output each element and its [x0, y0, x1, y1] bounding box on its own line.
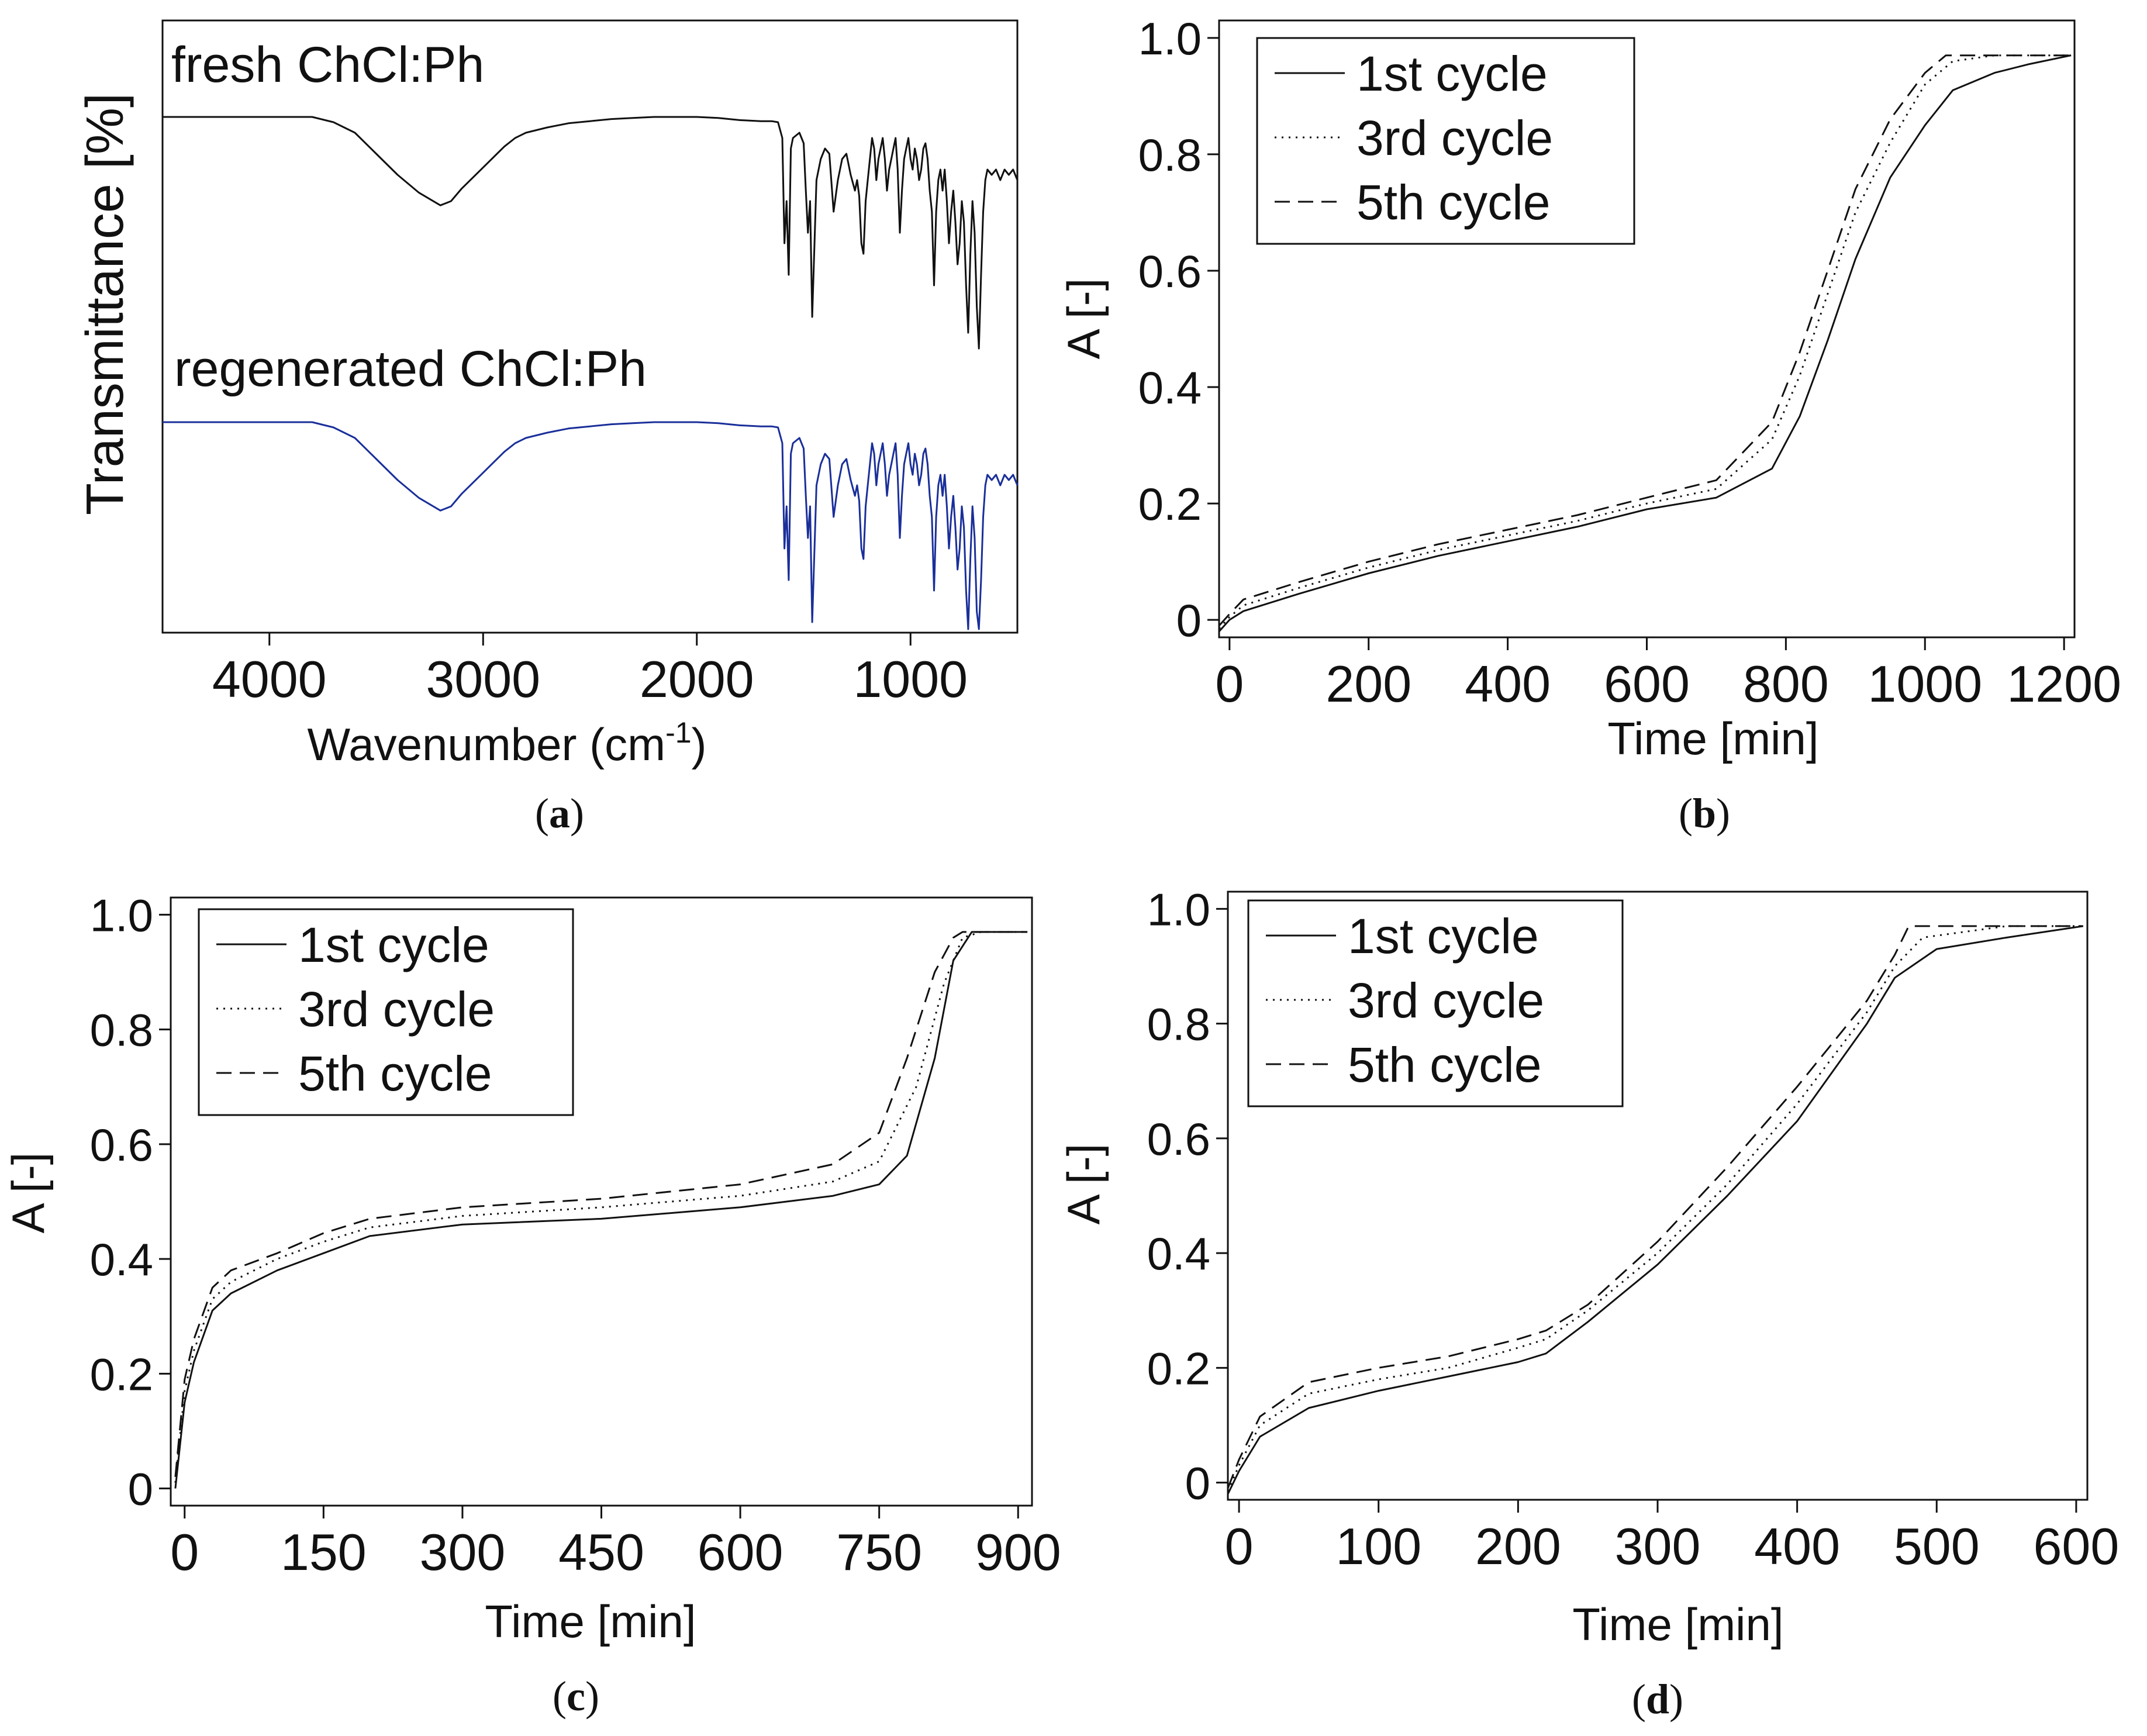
series-label-regenerated: regenerated ChCl:Ph	[174, 341, 647, 397]
x-tick-label: 900	[975, 1523, 1061, 1581]
panel-c-caption: (c)	[553, 1673, 599, 1720]
x-tick-label: 600	[698, 1523, 783, 1581]
legend-label: 5th cycle	[1356, 175, 1551, 230]
panel-a-ylabel: Transmittance [%]	[76, 93, 134, 515]
series-line-5th-cycle	[1227, 925, 2083, 1489]
x-tick-label: 200	[1475, 1517, 1561, 1575]
legend-label: 3rd cycle	[1348, 973, 1544, 1028]
series-label-fresh: fresh ChCl:Ph	[171, 37, 484, 93]
panel-a-xlabel-superscript: -1	[665, 716, 691, 749]
legend-label: 1st cycle	[1348, 909, 1539, 964]
series-line-1st-cycle	[1227, 925, 2084, 1495]
x-tick-label: 0	[1225, 1517, 1254, 1575]
x-tick-label: 0	[170, 1523, 199, 1581]
legend-label: 5th cycle	[1348, 1037, 1542, 1092]
x-tick-label: 800	[1743, 655, 1829, 713]
panel-c: A [-] Time [min] (c) 0 150 300 450 600 750 900…	[2, 889, 1061, 1720]
y-tick-label: 0.6	[1138, 246, 1202, 297]
y-tick-label: 0.2	[1147, 1342, 1210, 1394]
x-tick-label: 0	[1215, 655, 1244, 713]
panel-b-caption-letter: b	[1693, 790, 1716, 837]
y-tick-label: 0.8	[1138, 129, 1202, 181]
panel-a-caption-letter: a	[549, 790, 570, 837]
panel-d-xlabel: Time [min]	[1572, 1599, 1783, 1650]
spectrum-line-regenerated	[163, 421, 1019, 630]
y-tick-label: 0.2	[1138, 478, 1202, 530]
y-tick-label: 1.0	[90, 889, 153, 941]
y-tick-label: 1.0	[1147, 883, 1210, 935]
panel-d: A [-] Time [min] (d) 0 100 200 300 400 500 600…	[1058, 883, 2119, 1723]
y-tick-label: 0.4	[90, 1234, 153, 1285]
x-tick-label: 3000	[426, 650, 540, 708]
panel-d-caption-letter: d	[1646, 1676, 1669, 1723]
legend-label: 5th cycle	[298, 1046, 492, 1101]
x-tick-label: 1200	[2007, 655, 2121, 713]
x-tick-label: 4000	[212, 650, 327, 708]
y-tick-label: 0.8	[1147, 999, 1210, 1050]
y-tick-label: 0.4	[1147, 1228, 1210, 1279]
x-tick-label: 100	[1335, 1517, 1421, 1575]
panel-c-ylabel: A [-]	[2, 1152, 54, 1234]
panel-c-xlabel: Time [min]	[485, 1596, 696, 1647]
x-tick-label: 300	[1615, 1517, 1701, 1575]
panel-b-caption: (b)	[1679, 790, 1730, 837]
legend-label: 3rd cycle	[298, 982, 495, 1037]
x-tick-label: 2000	[640, 650, 754, 708]
x-tick-label: 300	[420, 1523, 506, 1581]
y-tick-label: 1.0	[1138, 13, 1202, 64]
series-line-5th-cycle	[174, 931, 1028, 1478]
series-line-1st-cycle	[1218, 54, 2072, 633]
x-tick-label: 500	[1894, 1517, 1980, 1575]
panel-b: A [-] Time [min] (b) 0 200 400 600 800 1000 12…	[1058, 13, 2121, 837]
y-tick-label: 0.6	[90, 1119, 153, 1171]
y-tick-label: 0.8	[90, 1005, 153, 1056]
panel-d-caption: (d)	[1632, 1676, 1683, 1723]
y-tick-label: 0	[1176, 595, 1202, 646]
panel-d-ylabel: A [-]	[1058, 1144, 1109, 1225]
x-tick-label: 600	[1604, 655, 1690, 713]
x-tick-label: 400	[1754, 1517, 1840, 1575]
panel-a-xlabel: Wavenumber (cm-1)	[307, 716, 706, 770]
legend: 1st cycle 3rd cycle 5th cycle	[198, 908, 574, 1116]
x-tick-label: 1000	[853, 650, 968, 708]
panel-a-plot-frame	[161, 19, 1019, 634]
spectrum-line-fresh	[163, 116, 1019, 350]
legend: 1st cycle 3rd cycle 5th cycle	[1256, 37, 1635, 245]
series-line-1st-cycle	[174, 931, 1028, 1489]
panel-a-xlabel-end: )	[692, 719, 707, 770]
panel-c-caption-letter: c	[567, 1673, 585, 1720]
y-tick-label: 0	[128, 1464, 153, 1515]
x-tick-label: 150	[281, 1523, 367, 1581]
x-tick-label: 750	[836, 1523, 922, 1581]
panel-a: Transmittance [%] Wavenumber (cm-1) (a) …	[76, 19, 1019, 837]
panel-a-xlabel-main: Wavenumber (cm	[307, 719, 665, 770]
legend: 1st cycle 3rd cycle 5th cycle	[1247, 899, 1624, 1107]
legend-label: 1st cycle	[1356, 46, 1548, 101]
panel-b-ylabel: A [-]	[1058, 278, 1109, 360]
panel-a-caption: (a)	[535, 790, 584, 837]
y-tick-label: 0	[1185, 1458, 1210, 1509]
panel-b-xlabel: Time [min]	[1607, 713, 1818, 764]
y-tick-label: 0.2	[90, 1348, 153, 1400]
x-tick-label: 600	[2033, 1517, 2119, 1575]
legend-label: 3rd cycle	[1356, 111, 1553, 165]
y-tick-label: 0.6	[1147, 1113, 1210, 1165]
y-tick-label: 0.4	[1138, 362, 1202, 413]
x-tick-label: 400	[1465, 655, 1551, 713]
x-tick-label: 200	[1326, 655, 1411, 713]
x-tick-label: 1000	[1868, 655, 1982, 713]
x-tick-label: 450	[558, 1523, 644, 1581]
legend-label: 1st cycle	[298, 917, 489, 972]
series-line-5th-cycle	[1218, 54, 2072, 627]
